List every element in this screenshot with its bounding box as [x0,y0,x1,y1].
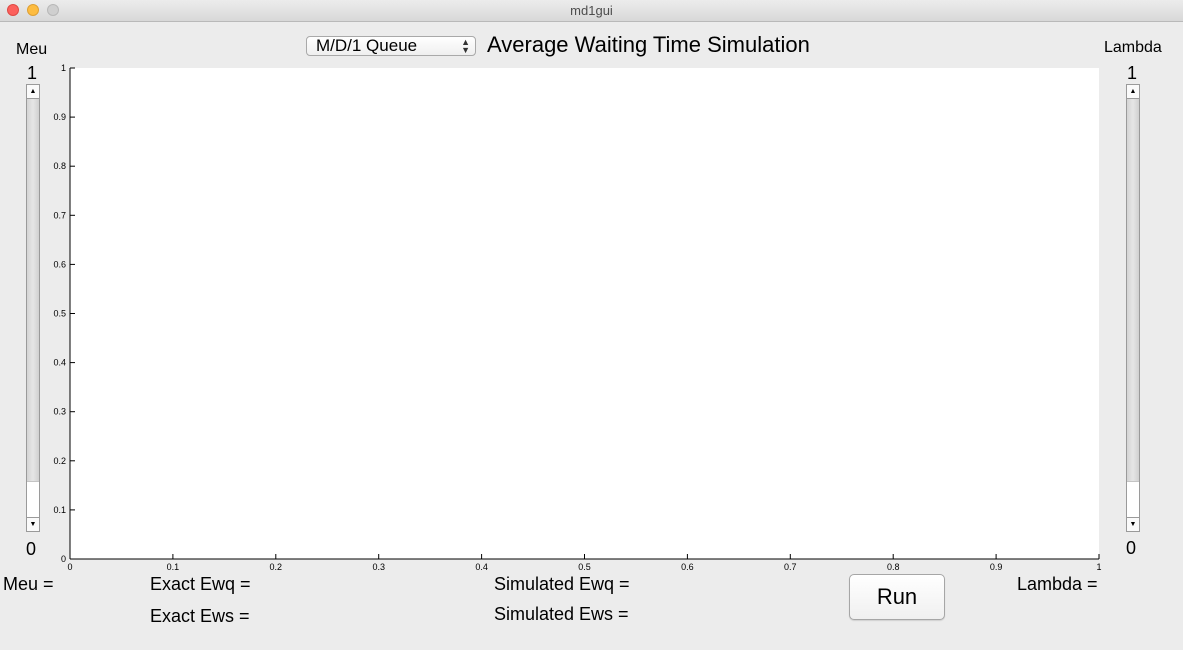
window-title: md1gui [570,3,613,18]
meu-slider-label: Meu [16,41,48,58]
queue-type-select[interactable]: M/D/1 Queue ▲ ▼ [306,36,476,56]
simulated-ews-readout: Simulated Ews = [494,604,629,624]
y-tick-label: 0.1 [53,505,66,515]
slider-up-icon[interactable]: ▲ [27,85,39,99]
x-tick-label: 0.8 [887,562,900,572]
x-tick-label: 0.1 [167,562,180,572]
zoom-window-button[interactable] [47,4,59,16]
x-tick-label: 0 [67,562,72,572]
close-window-button[interactable] [7,4,19,16]
y-tick-label: 0.4 [53,358,66,368]
x-tick-label: 0.7 [784,562,797,572]
lambda-slider-min: 0 [1126,538,1137,558]
y-tick-label: 0.2 [53,456,66,466]
meu-readout: Meu = [3,574,54,594]
run-button[interactable]: Run [849,574,945,620]
meu-slider[interactable]: ▲ ▼ [26,84,40,532]
minimize-window-button[interactable] [27,4,39,16]
lambda-readout: Lambda = [1017,574,1098,594]
y-tick-label: 0.8 [53,161,66,171]
slider-up-icon[interactable]: ▲ [1127,85,1139,99]
lambda-slider-label: Lambda [1104,39,1162,56]
slider-down-icon[interactable]: ▼ [1127,517,1139,531]
x-tick-label: 0.2 [270,562,283,572]
simulated-ewq-readout: Simulated Ewq = [494,574,630,594]
plot-axes [70,68,1099,559]
lambda-slider-thumb[interactable] [1127,481,1139,517]
x-tick-label: 1 [1096,562,1101,572]
plot-title: Average Waiting Time Simulation [487,32,810,57]
lambda-slider-max: 1 [1127,63,1138,83]
meu-slider-max: 1 [27,63,38,83]
x-tick-label: 0.6 [681,562,694,572]
x-tick-label: 0.3 [372,562,385,572]
exact-ewq-readout: Exact Ewq = [150,574,251,594]
x-tick-label: 0.5 [578,562,591,572]
y-tick-label: 0.3 [53,407,66,417]
y-tick-label: 1 [61,63,66,73]
y-tick-label: 0.9 [53,112,66,122]
x-tick-label: 0.9 [990,562,1003,572]
meu-slider-min: 0 [26,539,37,559]
title-bar: md1gui [0,0,1183,22]
lambda-slider[interactable]: ▲ ▼ [1126,84,1140,532]
y-tick-label: 0.5 [53,309,66,319]
meu-slider-thumb[interactable] [27,481,39,517]
slider-down-icon[interactable]: ▼ [27,517,39,531]
x-tick-label: 0.4 [475,562,488,572]
queue-type-value: M/D/1 Queue [316,36,418,55]
exact-ews-readout: Exact Ews = [150,606,250,626]
y-tick-label: 0.6 [53,259,66,269]
y-tick-label: 0 [61,554,66,564]
y-tick-label: 0.7 [53,210,66,220]
updown-arrows-icon: ▲ ▼ [461,37,470,55]
